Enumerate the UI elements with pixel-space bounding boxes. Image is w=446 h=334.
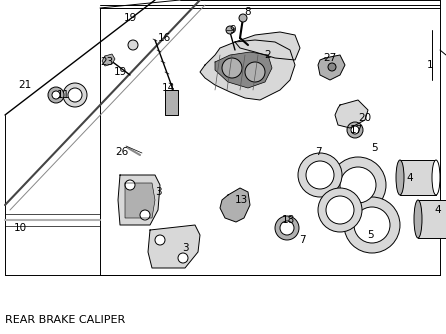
- Ellipse shape: [396, 160, 404, 195]
- Text: 9: 9: [230, 25, 236, 35]
- Text: 2: 2: [264, 50, 271, 60]
- Circle shape: [306, 161, 334, 189]
- Polygon shape: [220, 188, 250, 222]
- Text: 7: 7: [299, 235, 306, 245]
- Text: 11: 11: [56, 90, 70, 100]
- Circle shape: [239, 14, 247, 22]
- Circle shape: [354, 207, 390, 243]
- Text: 13: 13: [235, 195, 248, 205]
- Circle shape: [280, 221, 294, 235]
- Text: 7: 7: [315, 147, 321, 157]
- Circle shape: [68, 88, 82, 102]
- Circle shape: [347, 122, 363, 138]
- Text: 3: 3: [155, 187, 161, 197]
- Polygon shape: [400, 160, 436, 195]
- Circle shape: [245, 62, 265, 82]
- Circle shape: [330, 157, 386, 213]
- Text: REAR BRAKE CALIPER: REAR BRAKE CALIPER: [5, 315, 125, 325]
- Text: 21: 21: [18, 80, 32, 90]
- Text: 4: 4: [435, 205, 441, 215]
- Circle shape: [328, 63, 336, 71]
- Circle shape: [178, 253, 188, 263]
- Circle shape: [298, 153, 342, 197]
- Circle shape: [52, 91, 60, 99]
- Circle shape: [63, 83, 87, 107]
- Text: 27: 27: [323, 53, 337, 63]
- Polygon shape: [200, 40, 295, 100]
- Text: 23: 23: [100, 57, 114, 67]
- Text: 14: 14: [161, 83, 175, 93]
- Polygon shape: [118, 175, 160, 225]
- Text: 20: 20: [359, 113, 372, 123]
- Circle shape: [275, 216, 299, 240]
- Circle shape: [340, 167, 376, 203]
- Circle shape: [326, 196, 354, 224]
- Text: 19: 19: [113, 67, 127, 77]
- Text: 5: 5: [371, 143, 377, 153]
- Circle shape: [351, 126, 359, 134]
- Text: 1: 1: [427, 60, 434, 70]
- Circle shape: [344, 197, 400, 253]
- Polygon shape: [125, 183, 155, 218]
- Text: 5: 5: [367, 230, 373, 240]
- Polygon shape: [148, 225, 200, 268]
- Text: 26: 26: [116, 147, 128, 157]
- Polygon shape: [335, 100, 368, 128]
- Ellipse shape: [414, 200, 422, 238]
- Text: 3: 3: [182, 243, 188, 253]
- Polygon shape: [102, 54, 115, 66]
- Circle shape: [125, 180, 135, 190]
- Polygon shape: [318, 55, 345, 80]
- Text: 4: 4: [407, 173, 413, 183]
- Circle shape: [226, 26, 234, 34]
- Circle shape: [140, 210, 150, 220]
- Polygon shape: [235, 32, 300, 60]
- Circle shape: [318, 188, 362, 232]
- Polygon shape: [215, 52, 272, 88]
- Text: 19: 19: [124, 13, 136, 23]
- Circle shape: [48, 87, 64, 103]
- Polygon shape: [418, 200, 446, 238]
- Text: 8: 8: [245, 7, 251, 17]
- Text: 17: 17: [349, 125, 363, 135]
- Text: 18: 18: [281, 215, 295, 225]
- Circle shape: [155, 235, 165, 245]
- Text: 16: 16: [157, 33, 171, 43]
- Ellipse shape: [432, 160, 440, 195]
- Text: 10: 10: [13, 223, 27, 233]
- Circle shape: [222, 58, 242, 78]
- Polygon shape: [165, 90, 178, 115]
- Circle shape: [128, 40, 138, 50]
